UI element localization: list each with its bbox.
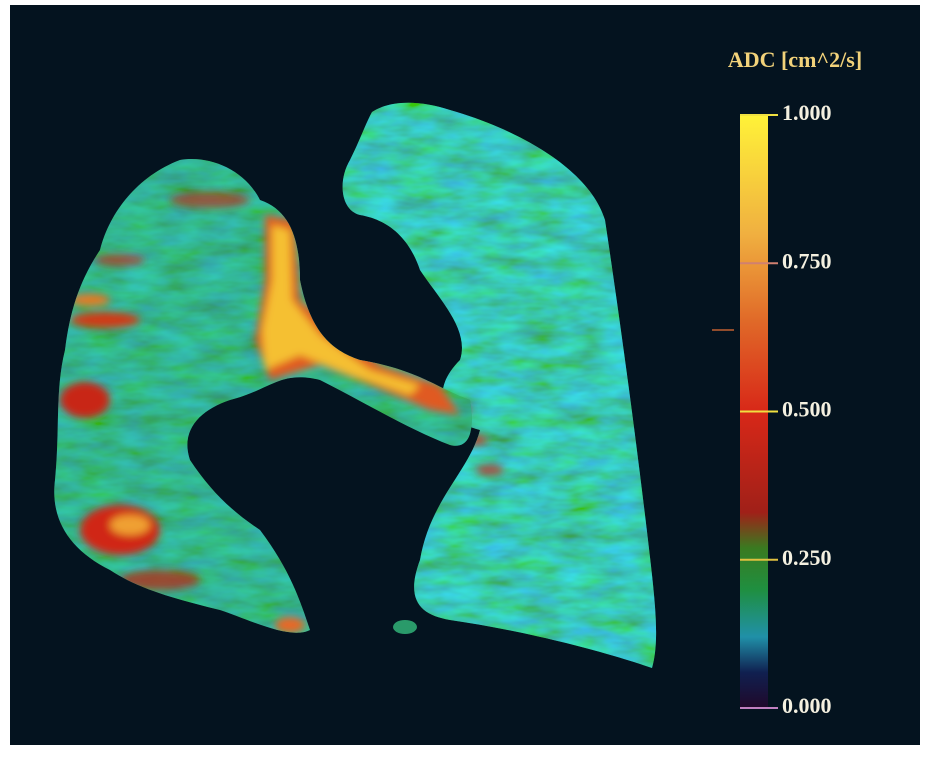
figure: ADC [cm^2/s] 0.000 0.250 0.500 0.750 1.000: [0, 0, 932, 760]
tick-label: 0.750: [782, 248, 832, 273]
colorbar-title: ADC [cm^2/s]: [728, 47, 862, 72]
tick-label: 1.000: [782, 100, 832, 125]
page: ADC [cm^2/s] 0.0000.2500.5000.7501.000 (…: [0, 0, 932, 760]
tick-label: 0.000: [782, 693, 832, 718]
lung-fragment: [393, 620, 417, 634]
tick-label: 0.250: [782, 545, 832, 570]
tick-label: 0.500: [782, 397, 832, 422]
